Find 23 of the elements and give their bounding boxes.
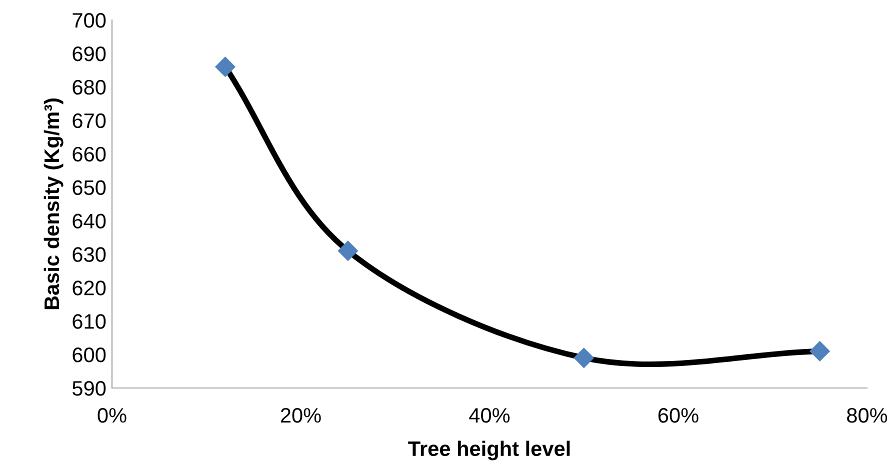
point bbox=[810, 340, 830, 362]
x-tick-label: 80% bbox=[847, 408, 888, 423]
y-tick-label: 700 bbox=[72, 13, 106, 28]
y-tick-label: 680 bbox=[72, 80, 106, 95]
y-tick-label: 630 bbox=[72, 247, 106, 262]
y-tick-label: 690 bbox=[72, 46, 106, 62]
x-axis-title: Tree height level bbox=[408, 440, 570, 460]
point bbox=[338, 240, 358, 262]
y-tick-label: 610 bbox=[72, 314, 106, 329]
y-tick-label: 600 bbox=[72, 348, 106, 362]
y-tick-label: 620 bbox=[72, 280, 106, 296]
y-tick-label: 640 bbox=[72, 214, 106, 228]
point bbox=[214, 56, 236, 78]
y-tick-label: 590 bbox=[72, 381, 106, 396]
x-tick-label: 60% bbox=[658, 408, 698, 423]
point bbox=[574, 348, 594, 368]
x-tick-label: 0% bbox=[98, 408, 126, 423]
y-tick-label: 660 bbox=[72, 146, 106, 162]
x-tick-label: 40% bbox=[469, 408, 510, 423]
y-axis-title: Basic density (Kg/m³) bbox=[44, 98, 64, 310]
y-tick-label: 650 bbox=[72, 180, 106, 196]
y-tick-label: 670 bbox=[72, 113, 106, 128]
x-tick-label: 20% bbox=[280, 408, 321, 423]
